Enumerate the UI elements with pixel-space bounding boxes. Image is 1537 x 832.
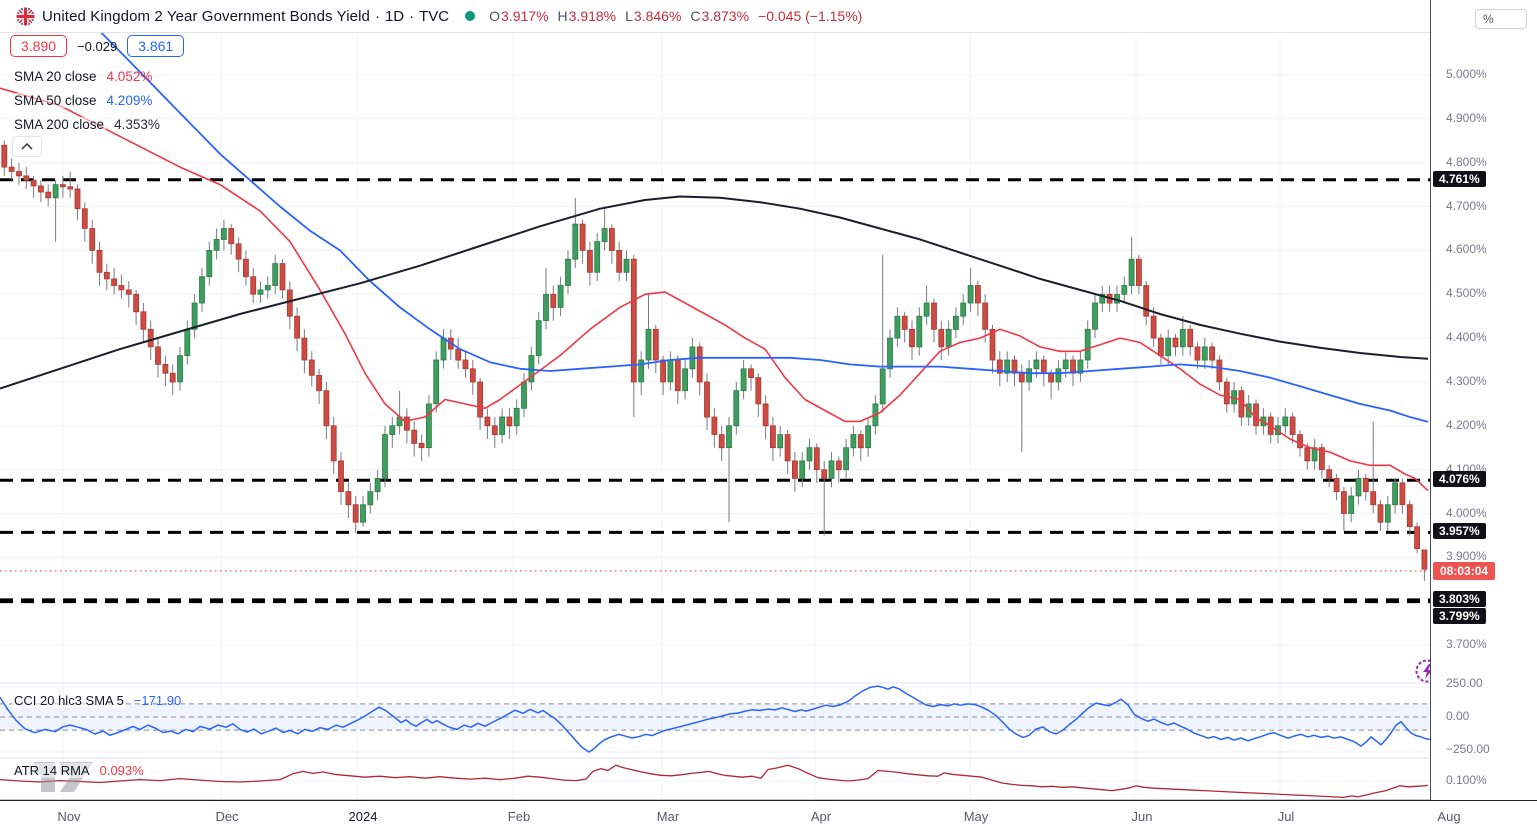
legend-row-sma50[interactable]: SMA 50 close 4.209%: [12, 88, 160, 112]
price-tick-label: 4.000%: [1446, 505, 1487, 520]
price-tick-label: 4.500%: [1446, 286, 1487, 301]
cci-tick-label: 250.00: [1446, 676, 1483, 691]
atr-value: 0.093%: [99, 763, 144, 778]
spread-value: −0.029: [77, 38, 118, 54]
cci-pane-legend[interactable]: CCI 20 hlc3 SMA 5 −171.90: [12, 693, 181, 708]
buy-price-button[interactable]: 3.861: [127, 35, 185, 57]
legend-row-sma200[interactable]: SMA 200 close 4.353%: [12, 112, 160, 136]
low-label: L: [625, 8, 633, 24]
sell-price-button[interactable]: 3.890: [10, 35, 68, 57]
cci-label: CCI 20 hlc3 SMA 5: [12, 693, 126, 708]
title-separator: ·: [374, 7, 380, 25]
cci-value: −171.90: [133, 693, 182, 708]
high-label: H: [557, 8, 568, 24]
level-price-label: 3.957%: [1433, 523, 1486, 540]
symbol-header: United Kingdom 2 Year Government Bonds Y…: [0, 0, 1537, 33]
price-tick-label: 4.400%: [1446, 330, 1487, 345]
bid-ask-row: 3.890 −0.029 3.861: [10, 35, 185, 57]
level-price-label: 4.076%: [1433, 471, 1486, 488]
sma200-value: 4.353%: [114, 116, 160, 132]
change-value: −0.045 (−1.15%): [758, 8, 863, 24]
price-tick-label: 4.200%: [1446, 417, 1487, 432]
sma20-label: SMA 20 close: [12, 68, 99, 84]
symbol-title[interactable]: United Kingdom 2 Year Government Bonds Y…: [42, 7, 370, 25]
high-value: 3.918%: [568, 8, 617, 24]
time-axis-label-jun: Jun: [1131, 809, 1153, 824]
exchange-label[interactable]: TVC: [419, 7, 450, 25]
sma50-value: 4.209%: [106, 92, 153, 108]
cci-tick-label: 0.00: [1446, 709, 1470, 723]
title-separator-2: ·: [409, 7, 415, 25]
time-axis-label-nov: Nov: [57, 809, 81, 824]
level-price-label: 3.803%: [1433, 590, 1486, 607]
time-axis[interactable]: Nov Dec 2024 Feb Mar Apr May Jun Jul Aug: [0, 801, 1537, 832]
level-price-label: 4.761%: [1433, 170, 1486, 187]
timeframe-label[interactable]: 1D: [384, 7, 405, 25]
price-tick-label: 4.800%: [1446, 154, 1487, 169]
price-tick-label: 3.700%: [1446, 637, 1487, 652]
open-label: O: [489, 8, 501, 24]
atr-pane-legend[interactable]: ATR 14 RMA 0.093%: [12, 763, 144, 778]
time-axis-label-feb: Feb: [507, 809, 531, 824]
sma20-value: 4.052%: [106, 68, 153, 84]
level-price-label: 3.799%: [1433, 607, 1486, 624]
time-axis-label-apr: Apr: [810, 809, 832, 824]
time-axis-label-mar: Mar: [656, 809, 680, 824]
sma200-label: SMA 200 close: [12, 116, 107, 132]
legend-collapse-button[interactable]: [12, 136, 42, 157]
bar-countdown-label: 08:03:04: [1433, 561, 1496, 580]
cci-tick-label: −250.00: [1446, 741, 1490, 756]
market-status-icon[interactable]: [465, 11, 476, 21]
time-axis-label-dec: Dec: [215, 809, 239, 824]
close-value: 3.873%: [701, 8, 750, 24]
atr-label: ATR 14 RMA: [12, 763, 92, 778]
low-value: 3.846%: [633, 8, 682, 24]
price-axis[interactable]: % 5.000% 4.900% 4.800% 4.700% 4.600% 4.500% 4.…: [1430, 0, 1537, 800]
chevron-up-icon: [21, 143, 33, 150]
price-tick-label: 4.300%: [1446, 373, 1487, 388]
close-label: C: [690, 8, 701, 24]
time-axis-label-jul: Jul: [1277, 809, 1295, 824]
ohlc-readout: O3.917% H3.918% L3.846% C3.873% −0.045 (…: [489, 8, 862, 24]
indicator-legend: SMA 20 close 4.052% SMA 50 close 4.209% …: [12, 64, 160, 136]
price-tick-label: 4.900%: [1446, 110, 1487, 125]
price-tick-label: 5.000%: [1446, 67, 1487, 81]
price-tick-label: 3.900%: [1446, 549, 1487, 564]
sma50-label: SMA 50 close: [12, 92, 99, 108]
uk-flag-icon: [16, 6, 35, 26]
price-tick-label: 4.600%: [1446, 242, 1487, 257]
time-axis-label-2024: 2024: [348, 809, 378, 824]
atr-tick-label: 0.100%: [1446, 773, 1487, 787]
time-axis-label-aug: Aug: [1437, 809, 1461, 824]
time-axis-label-may: May: [963, 809, 989, 824]
open-value: 3.917%: [501, 8, 549, 24]
price-tick-label: 4.700%: [1446, 198, 1487, 213]
legend-row-sma20[interactable]: SMA 20 close 4.052%: [12, 64, 160, 88]
axis-unit-button[interactable]: %: [1475, 9, 1527, 29]
